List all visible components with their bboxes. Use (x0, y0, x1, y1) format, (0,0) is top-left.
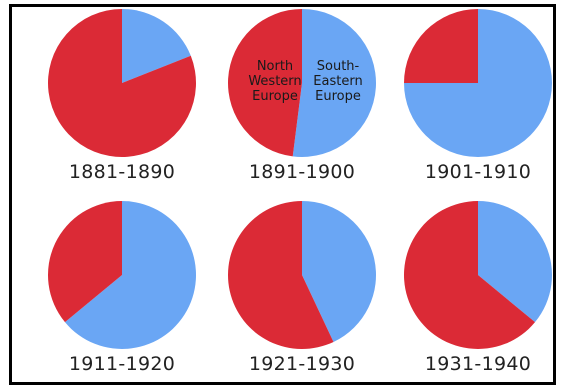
pie-chart (404, 9, 552, 157)
pie-label: 1881-1890 (68, 161, 176, 183)
pie-label: 1901-1910 (424, 161, 532, 183)
slice-label-north-western-europe: North Western Europe (248, 59, 302, 104)
pie-slice-north-western-europe (404, 201, 536, 349)
pie-slice-north-western-europe (228, 201, 334, 349)
pie-chart-grid: 1881-1890 North Western Europe South- East… (12, 7, 553, 382)
pie-cell-1911-1920: 1911-1920 (32, 199, 212, 381)
pie-chart (404, 201, 552, 349)
pie-cell-1901-1910: 1901-1910 (388, 7, 567, 189)
pie-slice-south-eastern-europe (292, 9, 376, 157)
pie-slice-south-eastern-europe (122, 9, 191, 83)
pie-slice-north-western-europe (227, 9, 302, 157)
chart-frame: 1881-1890 North Western Europe South- East… (9, 4, 556, 385)
slice-label-south-eastern-europe: South- Eastern Europe (313, 59, 363, 104)
pie-chart (227, 9, 376, 157)
pie-label: 1931-1940 (424, 353, 532, 375)
pie-slice-north-western-europe (48, 9, 197, 157)
pie-cell-1921-1930: 1921-1930 (212, 199, 392, 381)
pie-cell-1931-1940: 1931-1940 (388, 199, 567, 381)
pie-slice-south-eastern-europe (64, 201, 196, 349)
pie-slice-south-eastern-europe (478, 201, 552, 323)
pie-cell-1891-1900: North Western Europe South- Eastern Europ… (212, 7, 392, 189)
pie-chart (228, 201, 376, 349)
pie-chart (48, 9, 197, 157)
pie-label: 1911-1920 (68, 353, 176, 375)
pie-cell-1881-1890: 1881-1890 (32, 7, 212, 189)
pie-label: 1921-1930 (248, 353, 356, 375)
pie-chart (47, 201, 196, 349)
pie-label: 1891-1900 (248, 161, 356, 183)
pie-slice-north-western-europe (47, 201, 122, 323)
pie-slice-north-western-europe (404, 9, 478, 83)
pie-slice-south-eastern-europe (302, 201, 376, 342)
